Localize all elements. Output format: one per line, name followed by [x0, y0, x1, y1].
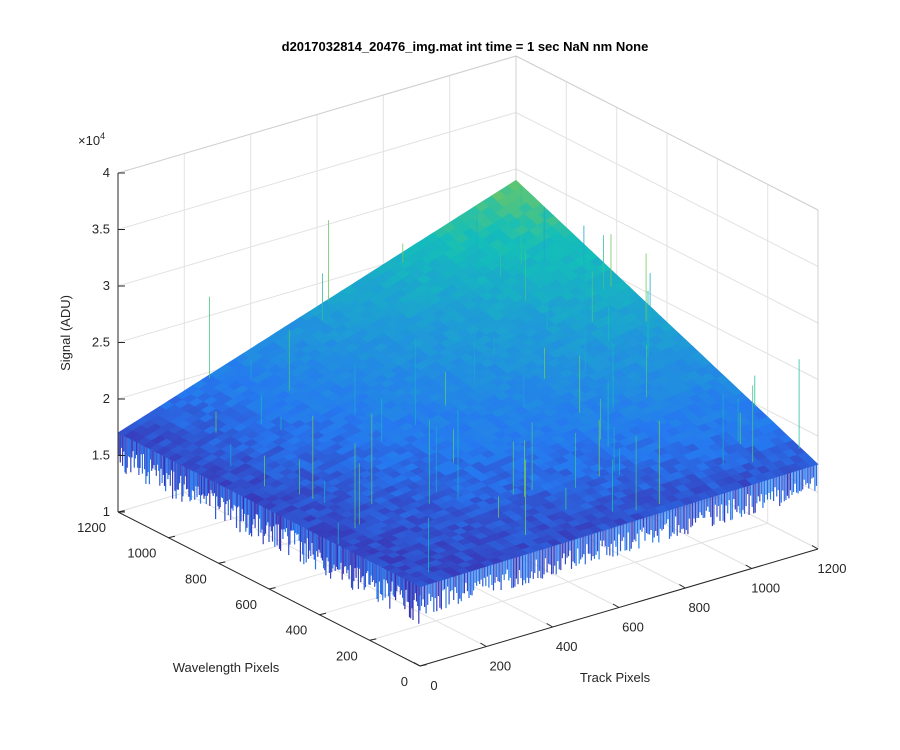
z-exponent-label: ×104	[78, 131, 105, 148]
x-tick-label: 1200	[818, 561, 847, 576]
x-tick	[745, 564, 752, 569]
y-tick-label: 600	[235, 597, 257, 612]
y-tick-label: 1200	[77, 520, 106, 535]
y-tick-label: 1000	[127, 546, 156, 561]
grid-line	[515, 112, 819, 267]
y-tick-label: 0	[401, 674, 408, 689]
x-axis-label: Track Pixels	[580, 670, 651, 685]
x-tick-label: 800	[688, 600, 710, 615]
z-tick-label: 4	[103, 165, 110, 180]
x-tick-label: 400	[556, 639, 578, 654]
z-tick-label: 3.5	[92, 222, 110, 237]
z-tick-label: 1	[103, 504, 110, 519]
grid-line	[117, 168, 517, 287]
z-axis-label: Signal (ADU)	[58, 295, 73, 371]
grid-line	[117, 112, 517, 230]
y-tick	[268, 587, 276, 590]
y-tick-label: 400	[286, 623, 308, 638]
grid-line	[515, 168, 819, 324]
grid-line	[369, 522, 768, 641]
y-tick	[168, 535, 176, 539]
z-tick-label: 2.5	[92, 335, 110, 350]
y-tick-label: 800	[185, 571, 207, 586]
x-tick-label: 600	[622, 620, 644, 635]
z-tick-label: 2	[103, 391, 110, 406]
y-tick	[319, 612, 327, 616]
x-tick	[546, 623, 553, 628]
y-axis-label: Wavelength Pixels	[173, 660, 280, 675]
tick-labels: 1 1.5 2 2.5 3 3.5 4 0 200 400 600 800 1000 1200 0 200 40…	[77, 165, 846, 693]
chart-title: d2017032814_20476_img.mat int time = 1 s…	[282, 39, 649, 54]
z-tick-label: 3	[103, 278, 110, 293]
z-tick-label: 1.5	[92, 448, 110, 463]
x-tick-label: 0	[430, 678, 437, 693]
x-tick-label: 200	[489, 659, 511, 674]
x-tick	[679, 584, 686, 589]
x-tick	[612, 603, 620, 608]
y-tick-label: 200	[336, 648, 358, 663]
surface-plot	[117, 179, 819, 624]
y-tick	[419, 664, 427, 667]
y-tick	[117, 510, 125, 513]
y-tick	[218, 561, 226, 564]
box-edge	[515, 55, 819, 211]
y-tick	[369, 638, 377, 641]
x-tick	[413, 662, 421, 667]
box-edge	[117, 55, 517, 174]
x-tick	[480, 642, 487, 647]
x-tick-label: 1000	[751, 581, 780, 596]
x-tick	[811, 545, 819, 550]
axes-box	[117, 172, 819, 667]
